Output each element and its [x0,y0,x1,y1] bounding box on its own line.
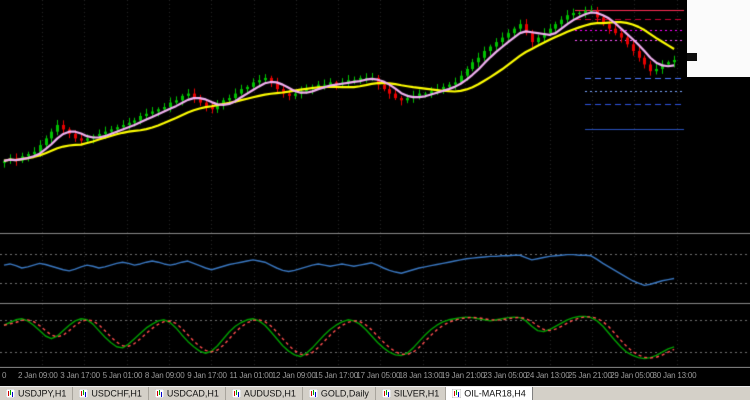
time-label: 18 Jan 13:00 [398,371,443,380]
time-label: 11 Jan 01:00 [229,371,273,380]
time-label: 3 Jan 17:00 [60,371,100,380]
chart-icon [79,389,89,398]
time-label: 24 Jan 13:00 [525,371,570,380]
time-label: 8 Jan 09:00 [144,371,185,380]
chart-tab-label: OIL-MAR18,H4 [464,388,526,398]
time-label: 29 Jan 05:00 [610,371,655,380]
time-label: 9 Jan 17:00 [187,371,227,380]
time-label: 2 Jan 09:00 [18,371,58,380]
chart-tab-gold-daily[interactable]: GOLD,Daily [303,387,376,400]
time-label: 17 Jan 05:00 [356,371,401,380]
chart-tab-oil-mar18-h4[interactable]: OIL-MAR18,H4 [446,387,533,400]
chart-tab-label: AUDUSD,H1 [243,388,296,398]
time-label: 15 Jan 17:00 [314,371,358,380]
time-label: 12 Jan 09:00 [271,371,316,380]
chart-icon [231,389,241,398]
time-label: 0 [2,371,7,380]
chart-tab-label: USDJPY,H1 [18,388,67,398]
chart-tab-label: GOLD,Daily [320,388,369,398]
chart-tab-label: USDCHF,H1 [91,388,142,398]
price-chart-canvas[interactable] [0,0,750,368]
chart-tabs-bar: USDJPY,H1 USDCHF,H1 USDCAD,H1 AUDUSD,H1 … [0,386,750,400]
chart-icon [381,389,391,398]
chart-icon [308,389,318,398]
chart-tab-usdcad-h1[interactable]: USDCAD,H1 [149,387,226,400]
time-label: 30 Jan 13:00 [652,371,697,380]
chart-tab-label: USDCAD,H1 [166,388,219,398]
time-label: 5 Jan 01:00 [102,371,143,380]
chart-tab-usdjpy-h1[interactable]: USDJPY,H1 [0,387,74,400]
chart-tab-audusd-h1[interactable]: AUDUSD,H1 [226,387,303,400]
current-price-marker [687,53,697,61]
chart-icon [452,389,462,398]
chart-icon [154,389,164,398]
chart-tab-label: SILVER,H1 [393,388,440,398]
time-axis[interactable]: 0 2 Jan 09:00 3 Jan 17:00 5 Jan 01:00 8 Jan … [0,368,750,386]
window-right-margin [687,0,750,77]
chart-tab-usdchf-h1[interactable]: USDCHF,H1 [73,387,149,400]
chart-icon [6,389,15,398]
time-label: 25 Jan 21:00 [567,371,612,380]
chart-tab-silver-h1[interactable]: SILVER,H1 [376,387,447,400]
time-label: 19 Jan 21:00 [441,371,485,380]
time-label: 23 Jan 05:00 [483,371,528,380]
